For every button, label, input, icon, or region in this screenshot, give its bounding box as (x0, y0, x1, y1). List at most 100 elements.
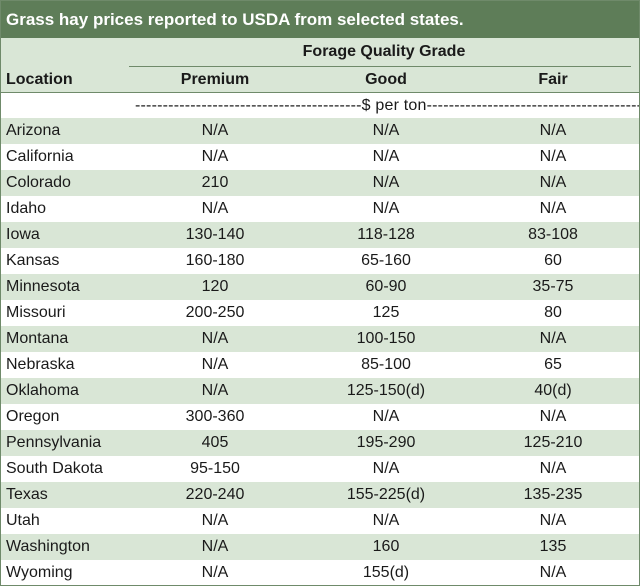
good-cell: 195-290 (356, 434, 416, 451)
location-cell: Texas (6, 486, 48, 503)
fair-cell: N/A (539, 512, 567, 529)
premium-cell: 220-240 (185, 486, 245, 503)
table-row: Texas 220-240 155-225(d) 135-235 (1, 482, 639, 508)
good-cell: 125 (372, 304, 400, 321)
fair-cell: N/A (539, 122, 567, 139)
good-cell: 118-128 (357, 226, 415, 243)
fair-cell: 125-210 (523, 434, 583, 451)
location-cell: Wyoming (6, 564, 73, 581)
table-row: Wyoming N/A 155(d) N/A (1, 560, 639, 586)
fair-cell: N/A (539, 564, 567, 581)
fair-cell: N/A (539, 174, 567, 191)
good-cell: 125-150(d) (346, 382, 426, 399)
good-cell: 85-100 (361, 356, 411, 373)
good-cell: 65-160 (361, 252, 411, 269)
group-divider (129, 66, 631, 67)
table-row: Iowa 130-140 118-128 83-108 (1, 222, 639, 248)
good-cell: 60-90 (365, 278, 407, 295)
good-cell: N/A (372, 174, 400, 191)
table-row: Colorado 210 N/A N/A (1, 170, 639, 196)
fair-cell: 80 (544, 304, 562, 321)
good-cell: N/A (372, 460, 400, 477)
good-cell: N/A (372, 148, 400, 165)
fair-cell: 60 (544, 252, 562, 269)
header-divider (1, 92, 639, 93)
premium-cell: 200-250 (185, 304, 245, 321)
location-cell: Oklahoma (6, 382, 79, 399)
location-cell: Oregon (6, 408, 60, 425)
premium-cell: 130-140 (185, 226, 245, 243)
table-row: Nebraska N/A 85-100 65 (1, 352, 639, 378)
premium-cell: 300-360 (185, 408, 245, 425)
fair-cell: N/A (539, 330, 567, 347)
premium-cell: N/A (201, 148, 229, 165)
table-row: California N/A N/A N/A (1, 144, 639, 170)
table-row: Utah N/A N/A N/A (1, 508, 639, 534)
location-cell: Pennsylvania (6, 434, 102, 451)
location-cell: Washington (6, 538, 90, 555)
grade-group-header: Forage Quality Grade (302, 43, 466, 60)
premium-cell: N/A (201, 564, 229, 581)
fair-cell: 65 (544, 356, 562, 373)
table-row: Washington N/A 160 135 (1, 534, 639, 560)
premium-cell: N/A (201, 538, 229, 555)
fair-cell: N/A (539, 200, 567, 217)
fair-cell: 135 (539, 538, 567, 555)
good-cell: 160 (372, 538, 400, 555)
premium-cell: 95-150 (190, 460, 240, 477)
good-header: Good (365, 71, 407, 88)
location-cell: Arizona (6, 122, 61, 139)
table-row: Arizona N/A N/A N/A (1, 118, 639, 144)
premium-cell: N/A (201, 382, 229, 399)
location-header: Location (6, 71, 73, 88)
table-row: Idaho N/A N/A N/A (1, 196, 639, 222)
fair-cell: 135-235 (523, 486, 583, 503)
table-row: Oklahoma N/A 125-150(d) 40(d) (1, 378, 639, 404)
good-cell: N/A (372, 122, 400, 139)
table-row: Montana N/A 100-150 N/A (1, 326, 639, 352)
fair-cell: 83-108 (528, 226, 578, 243)
location-cell: South Dakota (6, 460, 103, 477)
fair-cell: N/A (539, 148, 567, 165)
fair-cell: 35-75 (532, 278, 574, 295)
unit-label: ----------------------------------------… (135, 97, 639, 114)
location-cell: Kansas (6, 252, 60, 269)
unit-row: ----------------------------------------… (1, 93, 639, 118)
premium-cell: N/A (201, 200, 229, 217)
fair-header: Fair (538, 71, 568, 88)
location-cell: Utah (6, 512, 40, 529)
table-header: Forage Quality Grade Location Premium Go… (1, 38, 639, 93)
table-row: Missouri 200-250 125 80 (1, 300, 639, 326)
premium-cell: N/A (201, 512, 229, 529)
fair-cell: N/A (539, 460, 567, 477)
location-cell: California (6, 148, 74, 165)
location-cell: Minnesota (6, 278, 80, 295)
location-cell: Colorado (6, 174, 71, 191)
premium-cell: N/A (201, 330, 229, 347)
table-row: Pennsylvania 405 195-290 125-210 (1, 430, 639, 456)
premium-cell: N/A (201, 356, 229, 373)
table-row: Oregon 300-360 N/A N/A (1, 404, 639, 430)
premium-cell: N/A (201, 122, 229, 139)
good-cell: 155-225(d) (346, 486, 426, 503)
table-row: Kansas 160-180 65-160 60 (1, 248, 639, 274)
location-cell: Montana (6, 330, 69, 347)
good-cell: 100-150 (356, 330, 416, 347)
good-cell: N/A (372, 408, 400, 425)
table-row: South Dakota 95-150 N/A N/A (1, 456, 639, 482)
premium-cell: 160-180 (185, 252, 245, 269)
location-cell: Idaho (6, 200, 47, 217)
fair-cell: N/A (539, 408, 567, 425)
table-title: Grass hay prices reported to USDA from s… (1, 1, 639, 38)
premium-cell: 405 (201, 434, 229, 451)
table-body: Arizona N/A N/A N/A California N/A N/A N/A Color… (1, 118, 639, 586)
table-row: Minnesota 120 60-90 35-75 (1, 274, 639, 300)
premium-header: Premium (180, 71, 250, 88)
fair-cell: 40(d) (534, 382, 572, 399)
good-cell: 155(d) (362, 564, 410, 581)
location-cell: Missouri (6, 304, 66, 321)
premium-cell: 210 (201, 174, 229, 191)
good-cell: N/A (372, 200, 400, 217)
premium-cell: 120 (201, 278, 229, 295)
